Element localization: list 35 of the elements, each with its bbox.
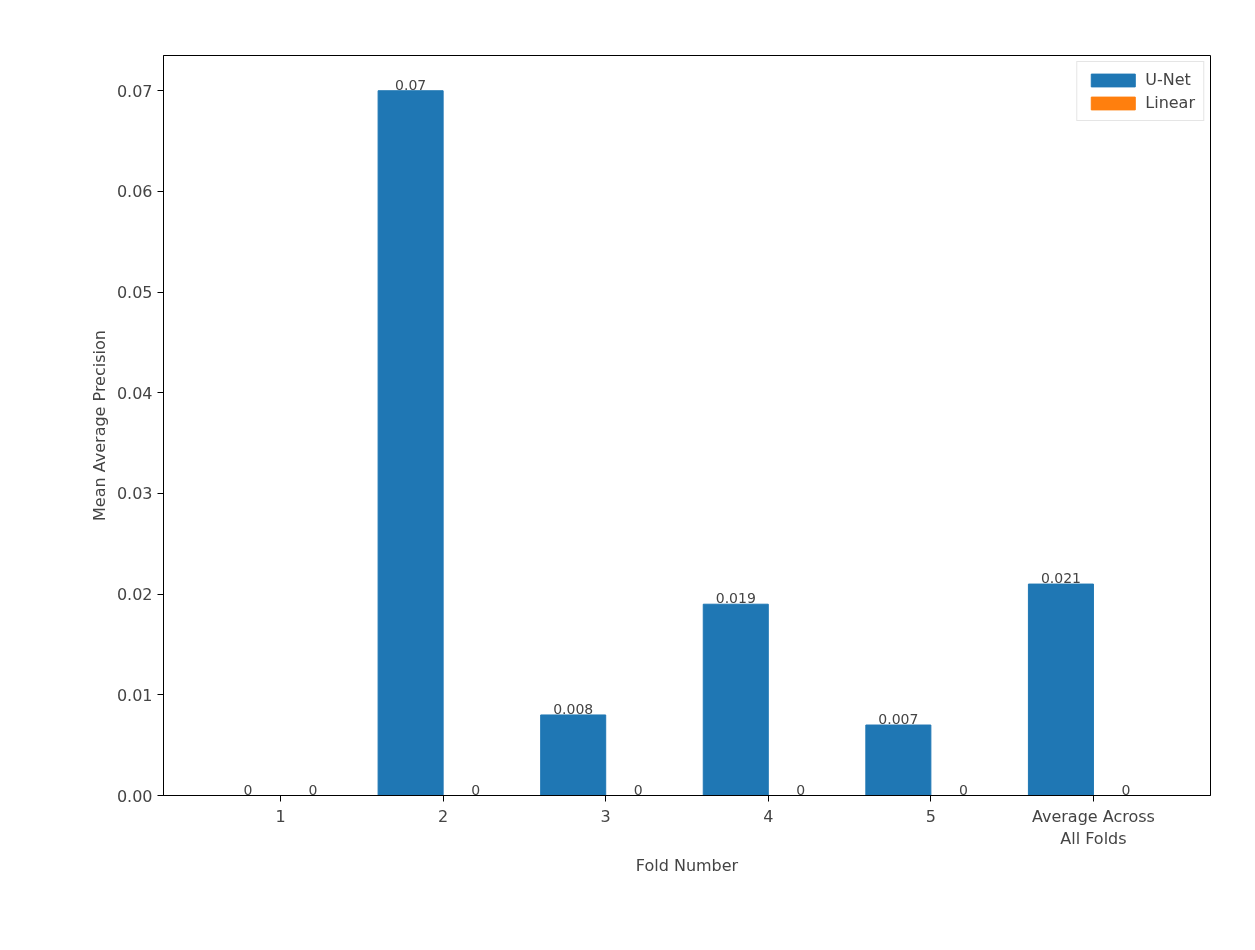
bar: [702, 603, 769, 796]
bar: [377, 90, 444, 796]
y-tick-label: 0.06: [116, 182, 153, 202]
x-tick-label: 5: [925, 806, 936, 826]
data-label: 0: [471, 781, 481, 798]
y-tick-label: 0.02: [116, 585, 153, 605]
x-tick-label: Average Across All Folds: [1031, 806, 1155, 849]
bar: [540, 714, 607, 796]
x-tick-label: 4: [763, 806, 774, 826]
data-label: 0.07: [395, 76, 427, 93]
bar: [865, 724, 932, 796]
legend-label: U-Net: [1145, 70, 1191, 89]
data-label: 0: [243, 781, 253, 798]
data-label: 0: [308, 781, 318, 798]
y-axis-title: Mean Average Precision: [89, 330, 109, 521]
x-tick-label: 1: [275, 806, 286, 826]
data-label: 0: [796, 781, 806, 798]
x-tick-label: 2: [438, 806, 449, 826]
legend-label: Linear: [1145, 93, 1195, 112]
data-label: 0.019: [715, 590, 756, 607]
y-tick-label: 0.07: [116, 81, 153, 101]
data-label: 0: [633, 781, 643, 798]
x-axis-title: Fold Number: [635, 856, 739, 876]
data-label: 0.008: [553, 700, 594, 717]
y-tick-label: 0.04: [116, 383, 153, 403]
data-label: 0: [1121, 781, 1131, 798]
y-tick-label: 0.01: [116, 685, 153, 705]
data-label: 0: [958, 781, 968, 798]
data-label: 0.021: [1040, 570, 1081, 587]
y-tick-label: 0.05: [116, 283, 153, 303]
x-tick-label: 3: [600, 806, 611, 826]
y-tick-label: 0.03: [116, 484, 153, 504]
bar: [1027, 583, 1094, 796]
y-tick-label: 0.00: [116, 786, 153, 806]
data-label: 0.007: [878, 711, 919, 728]
